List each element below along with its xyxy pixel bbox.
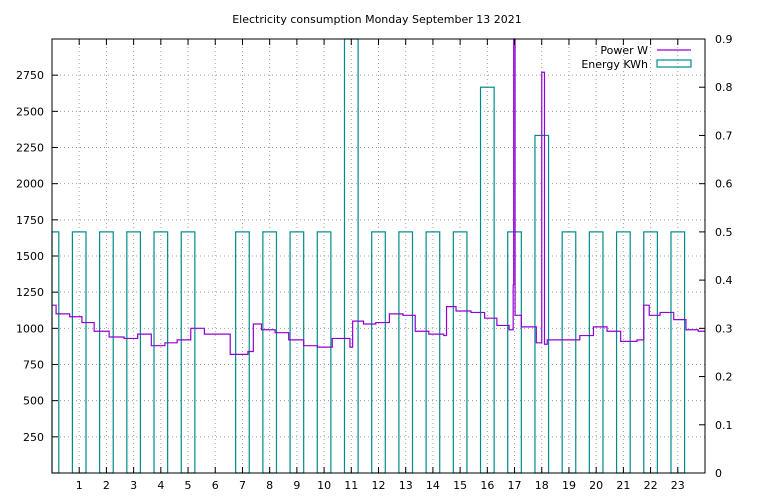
y-left-tick-label: 1000 [16,322,44,335]
y-left-tick-label: 500 [23,395,44,408]
y-left-tick-label: 1750 [16,214,44,227]
y-right-tick-label: 0.4 [715,274,733,287]
y-right-tick-label: 0.1 [715,419,733,432]
power-line [52,38,705,355]
x-tick-label: 15 [453,479,467,492]
y-right-tick-label: 0.7 [715,129,733,142]
y-right-tick-label: 0.9 [715,33,733,46]
x-tick-label: 16 [480,479,494,492]
y-left-tick-label: 1500 [16,250,44,263]
x-tick-label: 21 [616,479,630,492]
x-tick-label: 1 [76,479,83,492]
y-left-tick-label: 2500 [16,105,44,118]
x-tick-label: 7 [239,479,246,492]
x-tick-label: 17 [508,479,522,492]
chart-title: Electricity consumption Monday September… [232,13,522,26]
x-tick-label: 3 [130,479,137,492]
x-tick-label: 22 [644,479,658,492]
legend-label-energy: Energy KWh [581,58,648,71]
y-left-tick-label: 250 [23,431,44,444]
x-tick-label: 6 [212,479,219,492]
x-tick-label: 20 [589,479,603,492]
x-tick-label: 2 [103,479,110,492]
y-right-tick-label: 0.3 [715,322,733,335]
x-tick-label: 12 [372,479,386,492]
y-left-tick-label: 2250 [16,142,44,155]
x-tick-label: 8 [266,479,273,492]
axes: 1 2 3 4 5 6 7 8 9 10 11 12 13 14 15 16 17 18 19 20 21 22 23250… [16,33,733,492]
legend-label-power: Power W [600,44,648,57]
x-tick-label: 13 [399,479,413,492]
y-left-tick-label: 750 [23,359,44,372]
x-tick-label: 14 [426,479,440,492]
y-left-tick-label: 2750 [16,69,44,82]
x-tick-label: 4 [157,479,164,492]
legend-swatch-energy [656,59,692,68]
y-left-tick-label: 2000 [16,178,44,191]
x-tick-label: 23 [671,479,685,492]
y-right-tick-label: 0.8 [715,81,733,94]
x-tick-label: 11 [344,479,358,492]
x-tick-label: 18 [535,479,549,492]
y-right-tick-label: 0.2 [715,371,733,384]
y-right-tick-label: 0.5 [715,226,733,239]
y-right-tick-label: 0 [715,467,722,480]
y-left-tick-label: 1250 [16,286,44,299]
x-tick-label: 9 [293,479,300,492]
x-tick-label: 10 [317,479,331,492]
x-tick-label: 19 [562,479,576,492]
y-right-tick-label: 0.6 [715,178,733,191]
x-tick-label: 5 [185,479,192,492]
